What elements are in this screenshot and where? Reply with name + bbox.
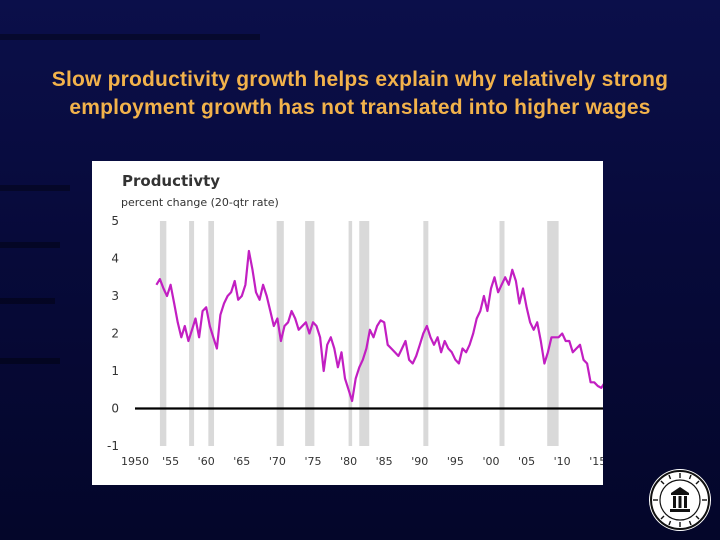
y-axis-label: percent change (20-qtr rate)	[121, 196, 279, 209]
y-tick-label: 4	[111, 252, 119, 266]
x-tick-label: '90	[411, 455, 428, 468]
x-tick-label: '85	[376, 455, 393, 468]
x-tick-label: '80	[340, 455, 357, 468]
x-tick-label: '70	[269, 455, 286, 468]
background-streak	[0, 298, 55, 304]
productivity-series-line	[155, 249, 603, 403]
y-tick-label: 2	[111, 327, 119, 341]
background-streak	[0, 185, 70, 191]
x-tick-label: '55	[162, 455, 179, 468]
recession-band	[547, 221, 559, 446]
background-streak	[0, 34, 260, 40]
x-tick-label: 1950	[121, 455, 149, 468]
federal-reserve-seal	[649, 469, 711, 531]
chart-panel: Productivty percent change (20-qtr rate)…	[92, 161, 603, 485]
recession-band	[499, 221, 505, 446]
productivity-chart: Productivty percent change (20-qtr rate)…	[107, 172, 603, 468]
background-streak	[0, 242, 60, 248]
slide-title: Slow productivity growth helps explain w…	[0, 66, 720, 122]
y-tick-label: 1	[111, 364, 119, 378]
x-tick-label: '10	[554, 455, 571, 468]
x-tick-label: '75	[304, 455, 321, 468]
x-tick-label: '65	[233, 455, 250, 468]
y-tick-label: 0	[111, 402, 119, 416]
x-tick-label: '60	[198, 455, 215, 468]
x-tick-label: '95	[447, 455, 464, 468]
seal-icon	[650, 470, 710, 530]
x-tick-label: '15	[589, 455, 603, 468]
slide-title-line-1: Slow productivity growth helps explain w…	[51, 68, 669, 91]
x-tick-label: '00	[482, 455, 499, 468]
y-tick-label: -1	[107, 439, 119, 453]
recession-band	[423, 221, 429, 446]
x-tick-label: '05	[518, 455, 535, 468]
chart-title: Productivty	[122, 172, 220, 190]
slide-title-line-2: employment growth has not translated int…	[69, 96, 651, 119]
background-streak	[0, 358, 60, 364]
recession-band	[348, 221, 353, 446]
y-tick-label: 5	[111, 214, 119, 228]
y-tick-label: 3	[111, 289, 119, 303]
recession-band	[159, 221, 167, 446]
recession-band	[359, 221, 370, 446]
